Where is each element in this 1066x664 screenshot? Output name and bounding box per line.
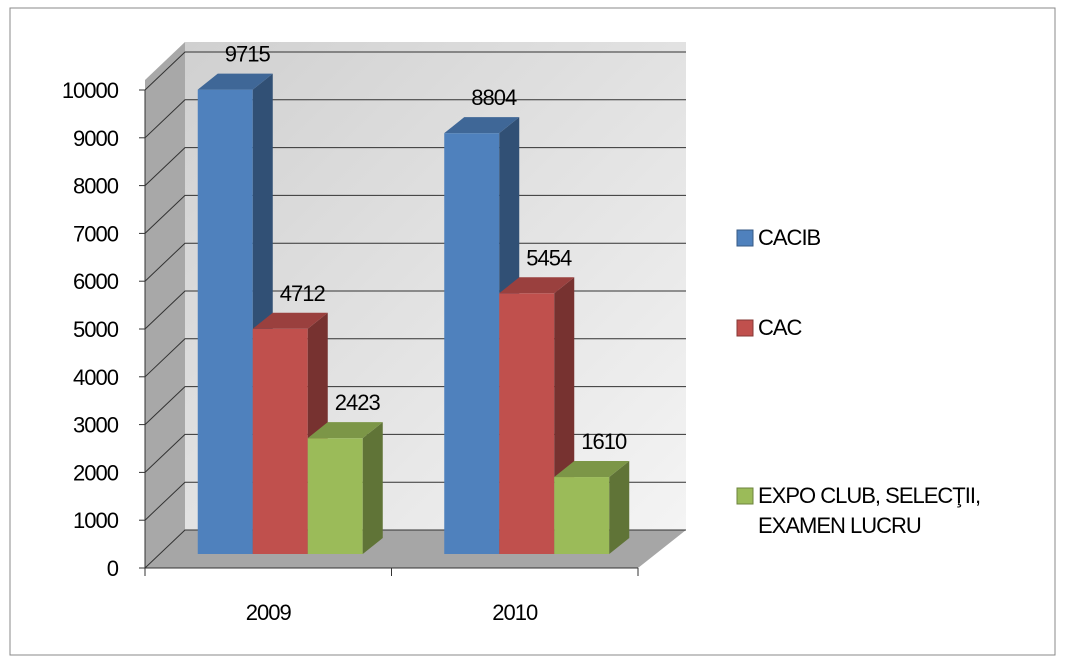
legend-swatch [736,487,754,505]
y-tick-label: 4000 [73,365,119,390]
legend-swatch [736,319,754,337]
y-tick-label: 9000 [73,126,119,151]
value-label: 1610 [581,429,627,454]
bar-side [362,422,383,554]
bar-top [554,461,630,478]
legend-label: EXPO CLUB, SELECŢII, EXAMEN LUCRU [758,483,981,538]
y-tick-label: 7000 [73,221,119,246]
bar-top [197,73,273,90]
y-tick-label: 6000 [73,269,119,294]
bar-top [252,312,328,329]
value-label: 5454 [526,245,572,270]
legend-swatch [736,229,754,247]
value-label: 8804 [471,85,517,110]
y-tick-label: 10000 [62,78,119,103]
value-label: 2423 [335,390,381,415]
bar-front [197,89,253,555]
grid-line [144,99,686,139]
bar-front [554,477,610,554]
bar-front [307,438,363,554]
y-tick-label: 2000 [73,460,119,485]
value-label: 4712 [280,281,326,306]
bar-front [444,133,500,554]
y-tick-label: 3000 [73,413,119,438]
bar [554,461,630,554]
bar-side [609,461,630,554]
x-tick-label: 2009 [246,600,292,625]
value-label: 9715 [225,42,271,67]
bar-front [499,293,555,554]
bar-top [307,422,383,439]
bar [307,422,383,554]
bar-front [252,328,308,554]
bar-top [444,117,520,134]
y-tick-label: 0 [107,556,119,581]
y-tick-label: 1000 [73,508,119,533]
x-tick-label: 2010 [492,600,538,625]
legend-label: CACIB [758,225,821,250]
bar-top [499,277,575,294]
grid-line [144,51,686,91]
side-wall [145,42,185,568]
y-tick-label: 8000 [73,174,119,199]
legend-label: CAC [758,315,802,340]
y-tick-label: 5000 [73,317,119,342]
